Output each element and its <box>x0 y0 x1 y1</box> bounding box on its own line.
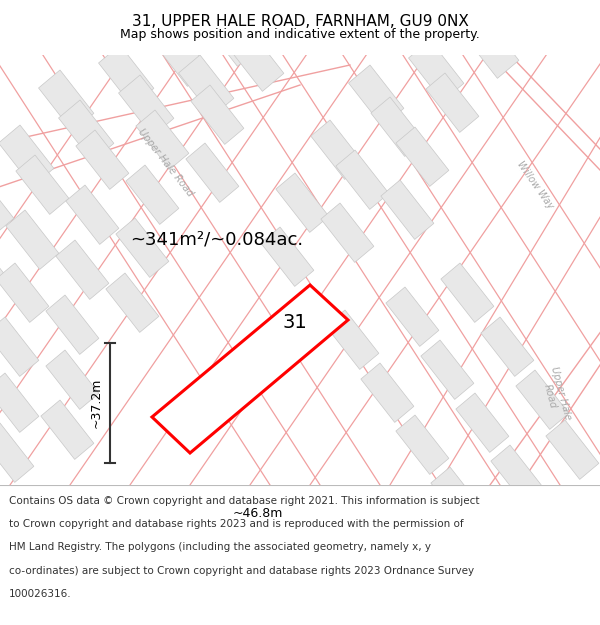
Polygon shape <box>491 445 544 504</box>
Polygon shape <box>321 203 374 262</box>
Polygon shape <box>456 393 509 452</box>
Polygon shape <box>119 75 174 136</box>
Text: Contains OS data © Crown copyright and database right 2021. This information is : Contains OS data © Crown copyright and d… <box>9 496 479 506</box>
Polygon shape <box>229 30 284 91</box>
Polygon shape <box>396 415 449 474</box>
Polygon shape <box>41 400 94 459</box>
Text: to Crown copyright and database rights 2023 and is reproduced with the permissio: to Crown copyright and database rights 2… <box>9 519 464 529</box>
Polygon shape <box>426 73 479 132</box>
Polygon shape <box>6 210 59 269</box>
Text: Map shows position and indicative extent of the property.: Map shows position and indicative extent… <box>120 28 480 41</box>
Polygon shape <box>421 340 474 399</box>
Polygon shape <box>546 420 599 479</box>
Polygon shape <box>481 317 534 376</box>
Text: Upper Hale
Road: Upper Hale Road <box>538 366 572 424</box>
Polygon shape <box>126 165 179 224</box>
Text: co-ordinates) are subject to Crown copyright and database rights 2023 Ordnance S: co-ordinates) are subject to Crown copyr… <box>9 566 474 576</box>
Polygon shape <box>431 467 484 526</box>
Polygon shape <box>59 100 114 161</box>
Text: HM Land Registry. The polygons (including the associated geometry, namely x, y: HM Land Registry. The polygons (includin… <box>9 542 431 552</box>
Polygon shape <box>276 173 329 232</box>
Polygon shape <box>361 363 414 423</box>
Polygon shape <box>371 97 424 156</box>
Polygon shape <box>0 373 39 432</box>
Polygon shape <box>136 110 189 169</box>
Polygon shape <box>464 17 519 78</box>
Polygon shape <box>203 5 259 66</box>
Polygon shape <box>396 127 449 186</box>
Polygon shape <box>76 130 129 189</box>
Polygon shape <box>179 55 234 116</box>
Text: ~341m²/~0.084ac.: ~341m²/~0.084ac. <box>130 231 303 249</box>
Polygon shape <box>381 180 434 239</box>
Text: 31: 31 <box>283 314 307 332</box>
Polygon shape <box>38 70 94 131</box>
Polygon shape <box>311 120 364 179</box>
Polygon shape <box>0 230 4 289</box>
Polygon shape <box>0 263 49 322</box>
Text: ~37.2m: ~37.2m <box>90 378 103 428</box>
Polygon shape <box>0 423 34 483</box>
Polygon shape <box>152 285 348 453</box>
Polygon shape <box>516 370 569 429</box>
Text: Willow Way: Willow Way <box>515 159 555 211</box>
Polygon shape <box>106 273 159 332</box>
Polygon shape <box>191 85 244 144</box>
Text: Upper Hale Road: Upper Hale Road <box>136 127 194 199</box>
Polygon shape <box>0 125 54 186</box>
Polygon shape <box>0 317 39 376</box>
Polygon shape <box>409 40 464 101</box>
Polygon shape <box>154 25 209 86</box>
Polygon shape <box>46 295 99 354</box>
Polygon shape <box>336 150 389 209</box>
Text: 100026316.: 100026316. <box>9 589 71 599</box>
Polygon shape <box>46 350 99 409</box>
Polygon shape <box>66 185 119 244</box>
Text: ~46.8m: ~46.8m <box>232 507 283 520</box>
Text: 31, UPPER HALE ROAD, FARNHAM, GU9 0NX: 31, UPPER HALE ROAD, FARNHAM, GU9 0NX <box>131 14 469 29</box>
Polygon shape <box>16 155 69 214</box>
Polygon shape <box>326 310 379 369</box>
Polygon shape <box>186 143 239 202</box>
Polygon shape <box>116 218 169 278</box>
Polygon shape <box>56 240 109 299</box>
Polygon shape <box>349 65 404 126</box>
Polygon shape <box>98 45 154 106</box>
Polygon shape <box>261 227 314 286</box>
Polygon shape <box>386 287 439 346</box>
Polygon shape <box>441 263 494 322</box>
Polygon shape <box>0 175 14 234</box>
